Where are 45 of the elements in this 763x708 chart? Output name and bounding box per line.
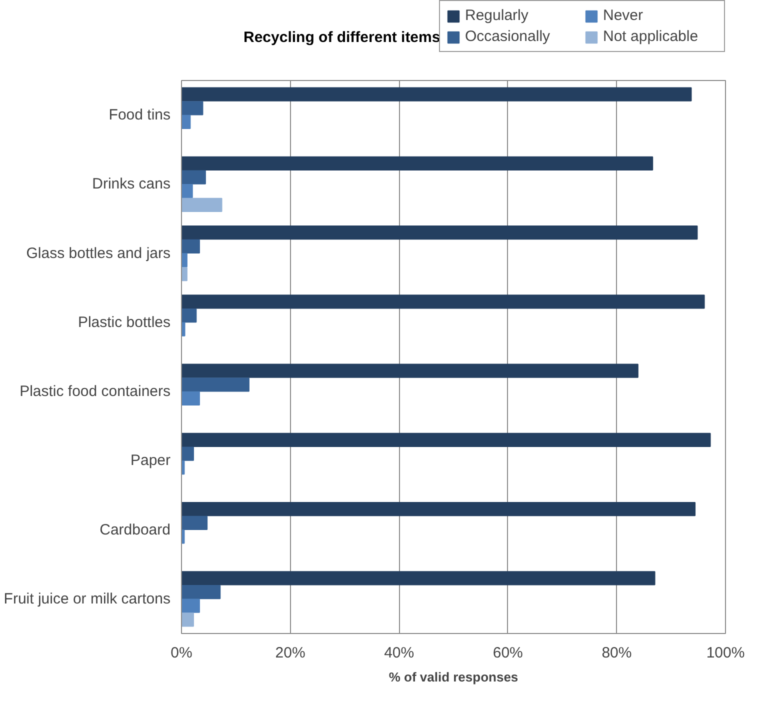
bar [182,253,188,268]
bar [182,364,638,378]
bar [182,584,221,600]
bar [182,502,696,516]
bar [182,432,711,448]
x-tick-label: 60% [492,644,523,662]
bar [182,612,194,627]
bar [182,101,204,116]
x-tick-label: 0% [170,644,192,662]
legend-label: Not applicable [603,28,700,45]
bar [182,446,194,461]
bar [182,266,188,282]
bar [182,308,197,323]
x-tick-label: 40% [384,644,414,662]
bar [182,294,705,309]
chart-title: Recycling of different items [244,29,440,46]
x-tick-label: 100% [706,644,745,662]
bar [182,87,692,102]
bar [182,322,186,336]
y-tick-label: Plastic food containers [20,383,171,400]
bar [182,170,206,184]
y-tick-label: Food tins [108,106,171,124]
x-tick-label: 80% [602,644,632,662]
x-tick-label: 20% [275,644,306,662]
y-tick-label: Glass bottles and jars [26,244,171,262]
y-tick-label: Plastic bottles [78,314,171,331]
bar [182,571,656,586]
y-tick-label: Drinks cans [92,176,171,193]
x-axis-title: % of valid responses [388,670,518,684]
bar [182,156,654,171]
bar [182,391,200,406]
legend-label: Regularly [465,7,530,24]
bar [182,184,193,198]
y-tick-label: Paper [130,452,171,470]
legend-label: Never [603,7,644,24]
y-tick-label: Cardboard [100,521,171,538]
bar [182,598,200,613]
bar [182,239,200,254]
bar [182,114,191,130]
bar [182,516,208,530]
legend-label: Occasionally [465,28,552,45]
bar [182,226,698,240]
bar [182,198,222,212]
y-tick-label: Fruit juice or milk cartons [4,590,171,608]
bar [182,378,250,392]
